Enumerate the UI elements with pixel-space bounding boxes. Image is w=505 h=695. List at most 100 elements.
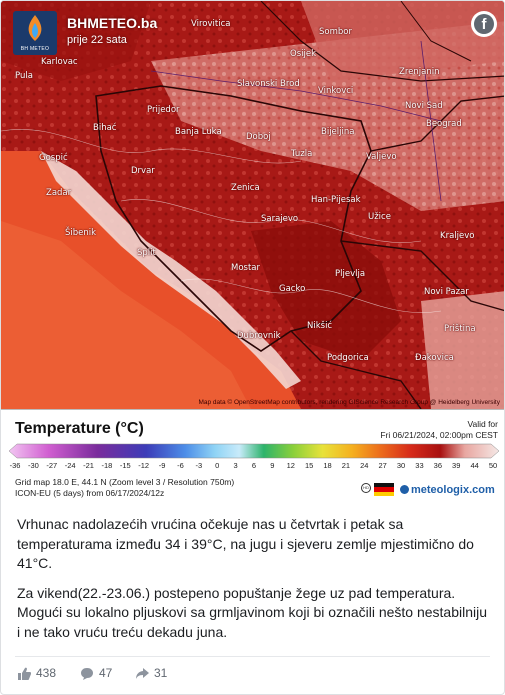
map-place-label: Zenica	[231, 183, 260, 193]
like-button[interactable]: 438	[17, 666, 57, 681]
map-place-label: Karlovac	[41, 57, 78, 67]
color-scale-tick: 27	[378, 461, 387, 470]
color-scale-tick: -15	[119, 461, 131, 470]
color-scale-tick: 30	[396, 461, 406, 470]
map-place-label: Zrenjanin	[399, 67, 440, 77]
map-place-label: Han-Pijesak	[311, 195, 361, 205]
map-place-label: Novi Sad	[405, 101, 443, 111]
map-place-label: Gacko	[279, 284, 306, 294]
grid-line: Grid map 18.0 E, 44.1 N (Zoom level 3 / …	[15, 477, 235, 487]
map-place-label: Valjevo	[366, 152, 397, 162]
map-place-label: Užice	[368, 212, 391, 222]
map-attribution: Map data © OpenStreetMap contributors, r…	[198, 399, 500, 406]
map-place-label: Kraljevo	[440, 231, 475, 241]
map-place-label: Mostar	[231, 263, 260, 273]
map-place-label: Đakovica	[415, 353, 454, 363]
model-info: Grid map 18.0 E, 44.1 N (Zoom level 3 / …	[15, 477, 234, 499]
map-terrain	[1, 1, 504, 409]
brand-text: meteologix.com	[411, 484, 495, 496]
like-count: 438	[36, 666, 57, 680]
share-button[interactable]: 31	[135, 666, 167, 680]
color-scale-tick: -21	[83, 461, 94, 470]
post-paragraph-1: Vrhunac nadolazećih vrućina očekuje nas …	[17, 516, 474, 571]
share-count: 31	[154, 666, 168, 680]
share-icon	[136, 668, 149, 680]
meteologix-brand[interactable]: meteologix.com	[399, 484, 495, 496]
page-name-link[interactable]: BHMETEO.ba	[67, 15, 158, 31]
comment-count: 47	[99, 666, 113, 680]
map-place-label: Vinkovci	[318, 86, 354, 96]
map-place-label: Split	[137, 248, 156, 258]
map-place-label: Šibenik	[65, 228, 97, 238]
thumbs-up-icon	[18, 667, 31, 681]
color-scale-ticks: -36 -30 -27 -24 -21 -18 -15 -12 -9 -6 -3 0 3 6 9 12 15 18…	[9, 461, 499, 471]
map-place-label: Sombor	[319, 27, 352, 37]
map-place-label: Bijeljina	[321, 127, 355, 137]
divider	[15, 656, 490, 657]
map-place-label: Virovitica	[191, 19, 231, 29]
map-legend: Temperature (°C) Valid for Fri 06/21/202…	[1, 409, 504, 501]
map-place-label: Pljevlja	[335, 269, 366, 279]
map-place-label: Banja Luka	[175, 127, 222, 137]
map-place-label: Prijedor	[147, 105, 180, 115]
color-scale-tick: 44	[470, 461, 479, 470]
color-scale-tick: -18	[101, 461, 113, 470]
valid-for-label: Valid for	[467, 419, 498, 429]
map-place-label: Pula	[15, 71, 33, 81]
color-scale-tick: -27	[46, 461, 58, 470]
page-avatar-logo[interactable]: BH METEO	[13, 11, 57, 55]
facebook-icon-glyph: f	[474, 14, 494, 34]
map-place-label: Drvar	[131, 166, 155, 176]
temperature-color-scale	[9, 443, 499, 459]
color-scale-tick: 39	[452, 461, 461, 470]
facebook-icon[interactable]: f	[471, 11, 497, 37]
color-scale-tick: 12	[286, 461, 295, 470]
map-place-label: Priština	[444, 324, 476, 334]
hd-icon: HD	[361, 483, 371, 493]
comment-icon	[81, 668, 93, 681]
color-scale-tick: 3	[233, 461, 238, 470]
map-place-label: Sarajevo	[261, 214, 299, 224]
color-scale-tick: -6	[177, 461, 184, 470]
color-scale-tick: -30	[27, 461, 39, 470]
color-scale-tick: 21	[341, 461, 351, 470]
post-text: Vrhunac nadolazećih vrućina očekuje nas …	[17, 515, 487, 652]
color-scale-tick: 6	[251, 461, 257, 470]
post-timestamp[interactable]: prije 22 sata	[67, 34, 127, 46]
logo-text: BH METEO	[20, 46, 50, 52]
color-scale-tick: -3	[195, 461, 203, 470]
color-scale-tick: 24	[360, 461, 369, 470]
map-place-label: Doboj	[246, 132, 271, 142]
color-scale-tick: 50	[488, 461, 498, 470]
color-scale-tick: 33	[415, 461, 424, 470]
color-scale-tick: -36	[9, 461, 21, 470]
valid-for-value: Fri 06/21/2024, 02:00pm CEST	[380, 430, 498, 440]
map-place-label: Novi Pazar	[424, 287, 469, 297]
color-scale-tick: 18	[323, 461, 332, 470]
legend-title: Temperature (°C)	[15, 420, 144, 437]
map-place-label: Beograd	[426, 119, 462, 129]
map-place-label: Gospić	[39, 153, 68, 163]
germany-flag-icon	[374, 483, 394, 496]
map-place-label: Slavonski Brod	[237, 79, 300, 89]
map-place-label: Osijek	[290, 49, 316, 59]
map-place-label: Bihać	[93, 123, 117, 133]
color-scale-tick: -24	[64, 461, 76, 470]
valid-for: Valid for Fri 06/21/2024, 02:00pm CEST	[380, 419, 498, 441]
color-scale-tick: 9	[270, 461, 275, 470]
color-scale-tick: -9	[158, 461, 166, 470]
map-place-label: Zadar	[46, 188, 72, 198]
flame-drop-icon	[28, 15, 42, 41]
model-line: ICON-EU (5 days) from 06/17/2024/12z	[15, 488, 165, 498]
post-paragraph-2: Za vikend(22.-23.06.) postepeno popuštan…	[17, 584, 488, 640]
map-place-label: Dubrovnik	[237, 331, 281, 341]
map-place-label: Podgorica	[327, 353, 369, 363]
map-place-label: Tuzla	[291, 149, 313, 159]
meteologix-logo-icon	[400, 485, 409, 494]
map-place-label: Nikšić	[307, 321, 333, 331]
temperature-map[interactable]: Virovitica Osijek Sombor Karlovac Pula Zrenja…	[1, 1, 504, 409]
color-scale-tick: 36	[433, 461, 443, 470]
comment-button[interactable]: 47	[80, 666, 113, 681]
color-scale-tick: 0	[215, 461, 220, 470]
